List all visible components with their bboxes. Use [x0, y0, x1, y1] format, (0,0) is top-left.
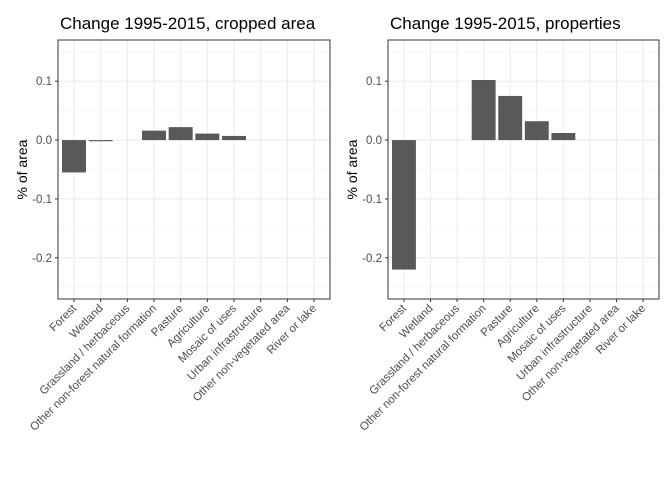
- bar: [195, 134, 219, 140]
- grid: [58, 40, 330, 299]
- panel-properties: Change 1995-2015, properties % of area -…: [344, 14, 659, 434]
- y-axis-label: % of area: [14, 139, 30, 199]
- panel-cropped-area: Change 1995-2015, cropped area % of area…: [14, 14, 330, 434]
- chart-title: Change 1995-2015, properties: [390, 14, 621, 33]
- bars: [62, 127, 326, 172]
- y-tick-label: 0.0: [366, 135, 382, 147]
- y-tick-label: 0.1: [366, 76, 382, 88]
- bar: [551, 133, 575, 140]
- y-tick-label: -0.1: [362, 194, 382, 206]
- bar: [89, 140, 113, 141]
- y-tick-label: 0.0: [36, 135, 52, 147]
- bar: [142, 131, 166, 140]
- bars: [392, 80, 655, 270]
- y-tick-label: -0.1: [32, 194, 52, 206]
- bar: [222, 136, 246, 140]
- grid: [388, 40, 659, 299]
- bar: [392, 140, 416, 270]
- bar: [525, 121, 549, 140]
- y-axis: -0.2 -0.1 0.0 0.1: [362, 76, 388, 265]
- bar: [472, 80, 496, 140]
- bar: [62, 140, 86, 172]
- y-axis-label: % of area: [344, 139, 360, 199]
- y-tick-label: -0.2: [362, 253, 382, 265]
- bar: [498, 96, 522, 140]
- y-axis: -0.2 -0.1 0.0 0.1: [32, 76, 58, 265]
- y-tick-label: -0.2: [32, 253, 52, 265]
- y-tick-label: 0.1: [36, 76, 52, 88]
- bar: [169, 127, 193, 140]
- chart-title: Change 1995-2015, cropped area: [60, 14, 316, 33]
